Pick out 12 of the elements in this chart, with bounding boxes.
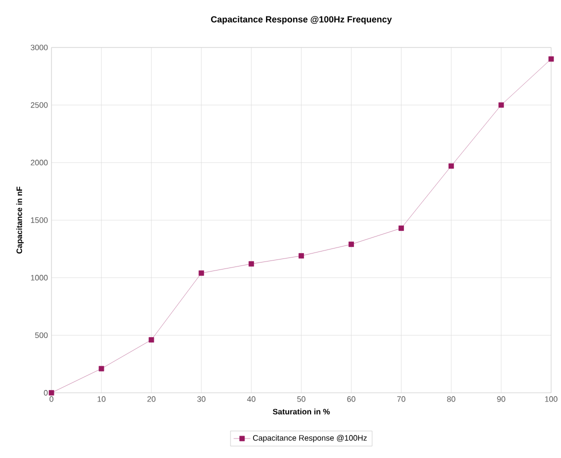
point	[448, 163, 454, 169]
point	[298, 253, 304, 258]
point	[548, 56, 554, 62]
point	[198, 270, 204, 276]
point	[148, 337, 154, 342]
point	[98, 366, 104, 372]
point	[498, 102, 504, 108]
point	[398, 225, 404, 231]
point	[248, 261, 254, 267]
chart-title: Capacitance Response @100Hz Frequency	[211, 16, 392, 24]
point	[48, 390, 54, 396]
point	[348, 242, 354, 247]
